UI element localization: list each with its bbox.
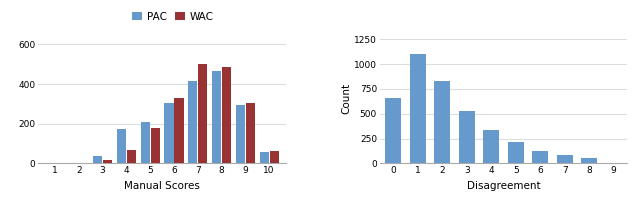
Y-axis label: Count: Count — [341, 83, 351, 114]
Bar — [260, 152, 269, 163]
Bar — [222, 67, 231, 163]
Bar — [212, 71, 221, 163]
Bar — [150, 128, 160, 163]
Legend: PAC, WAC: PAC, WAC — [128, 7, 218, 26]
Bar — [269, 150, 278, 163]
Bar — [127, 150, 136, 163]
Bar — [508, 142, 524, 163]
Bar — [175, 98, 184, 163]
Bar — [459, 111, 475, 163]
X-axis label: Manual Scores: Manual Scores — [124, 181, 200, 191]
Bar — [141, 122, 150, 163]
Bar — [198, 64, 207, 163]
Bar — [188, 81, 197, 163]
Bar — [164, 103, 173, 163]
Bar — [581, 158, 597, 163]
Bar — [103, 160, 112, 163]
Bar — [483, 130, 499, 163]
Bar — [532, 152, 548, 163]
Bar — [117, 129, 126, 163]
Bar — [246, 103, 255, 163]
X-axis label: Disagreement: Disagreement — [467, 181, 540, 191]
Bar — [410, 54, 426, 163]
Bar — [435, 81, 450, 163]
Bar — [557, 155, 573, 163]
Bar — [385, 98, 401, 163]
Bar — [93, 156, 102, 163]
Bar — [236, 105, 245, 163]
